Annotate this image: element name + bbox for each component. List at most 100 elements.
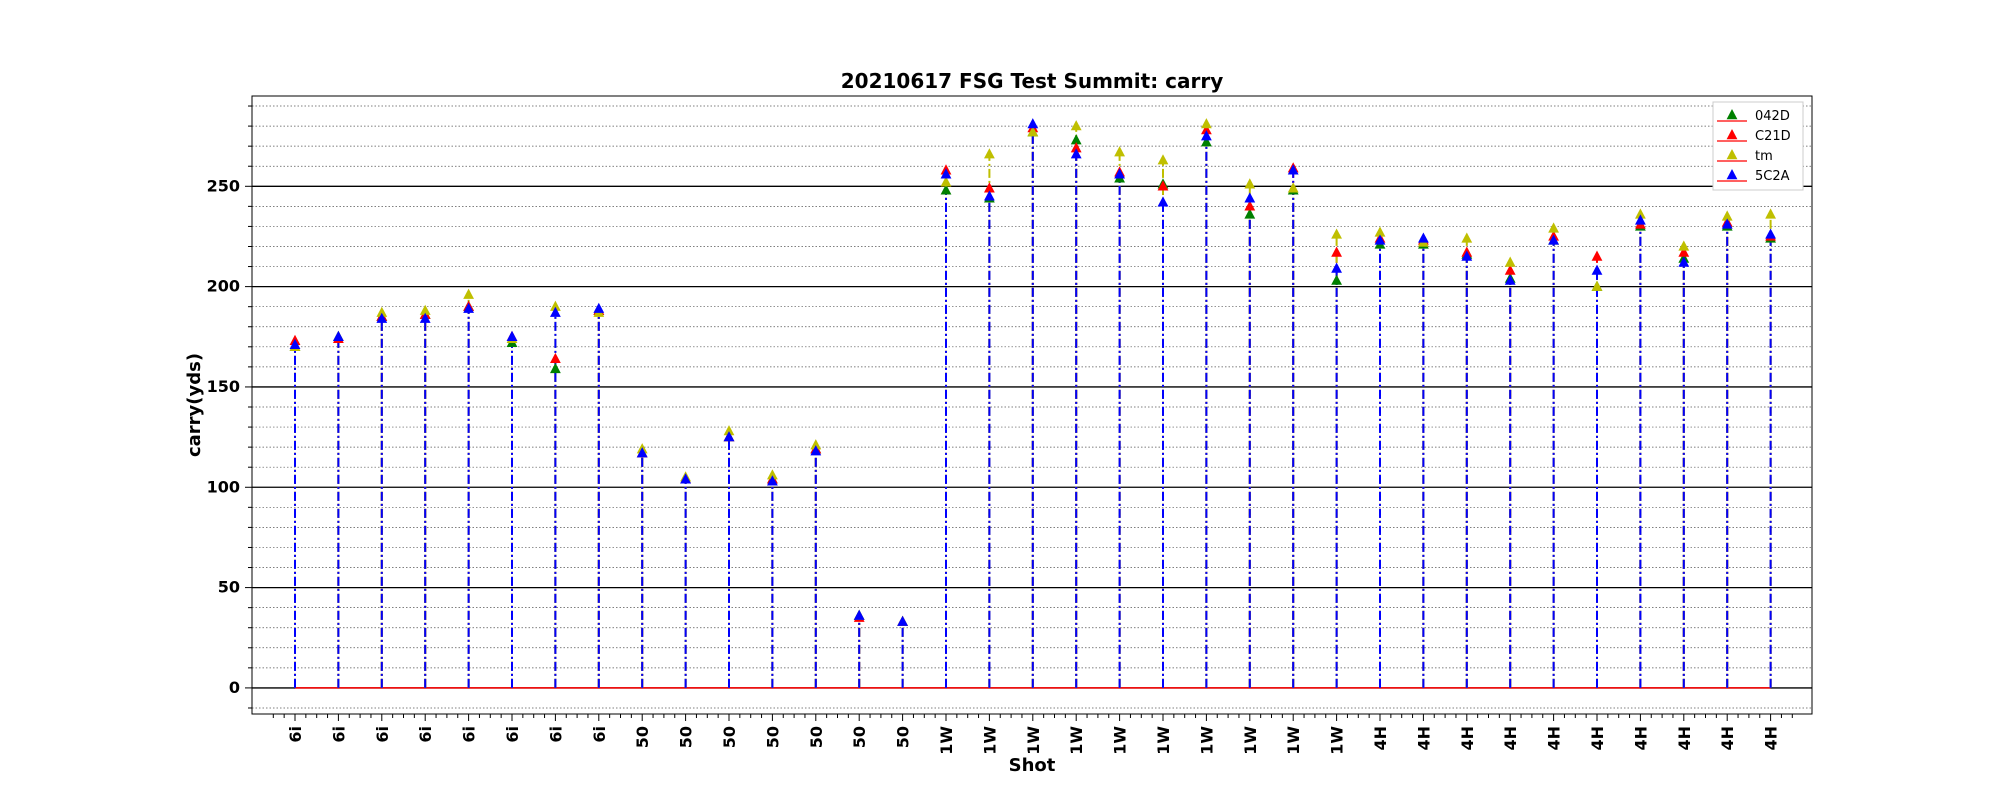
x-tick-label: 6i xyxy=(416,726,435,743)
marker-5C2A-11 xyxy=(767,475,778,486)
marker-5C2A-1 xyxy=(333,330,344,341)
legend-label-042D: 042D xyxy=(1755,109,1790,124)
marker-tm-31 xyxy=(1635,208,1646,219)
marker-tm-27 xyxy=(1461,232,1473,243)
x-tick-label: 1W xyxy=(1067,726,1086,755)
marker-5C2A-0 xyxy=(289,338,301,350)
marker-tm-29 xyxy=(1548,222,1559,233)
marker-5C2A-14 xyxy=(897,615,908,626)
x-tick-label: 4H xyxy=(1501,726,1520,751)
marker-C21D-32 xyxy=(1678,246,1690,257)
marker-tm-30 xyxy=(1591,280,1603,291)
x-tick-label: 4H xyxy=(1718,726,1737,751)
marker-5C2A-28 xyxy=(1504,274,1516,285)
x-tick-label: 4H xyxy=(1631,726,1650,751)
marker-tm-3 xyxy=(419,304,431,315)
marker-5C2A-9 xyxy=(680,473,691,484)
marker-5C2A-13 xyxy=(853,609,865,620)
marker-5C2A-24 xyxy=(1331,262,1342,273)
marker-tm-24 xyxy=(1331,228,1342,239)
marker-C21D-18 xyxy=(1070,142,1082,153)
legend-label-5C2A: 5C2A xyxy=(1755,169,1790,184)
marker-C21D-22 xyxy=(1244,200,1256,211)
marker-tm-11 xyxy=(767,469,778,480)
marker-5C2A-22 xyxy=(1244,192,1256,203)
x-tick-label: 6i xyxy=(286,726,305,743)
marker-tm-32 xyxy=(1678,240,1690,251)
y-tick-label: 250 xyxy=(207,176,240,195)
x-tick-label: 50 xyxy=(677,726,696,748)
chart-title: 20210617 FSG Test Summit: carry xyxy=(841,69,1224,93)
marker-5C2A-20 xyxy=(1157,196,1169,207)
x-tick-label: 1W xyxy=(1111,726,1130,755)
x-tick-label: 50 xyxy=(894,726,913,748)
x-tick-label: 50 xyxy=(720,726,739,748)
x-axis-label: Shot xyxy=(1009,755,1056,776)
plot-frame xyxy=(251,95,1813,715)
x-tick-label: 6i xyxy=(546,726,565,743)
stems-layer xyxy=(294,124,1772,688)
marker-5C2A-29 xyxy=(1548,234,1559,245)
marker-tm-19 xyxy=(1114,146,1125,157)
marker-tm-16 xyxy=(984,148,995,159)
marker-042D-24 xyxy=(1331,274,1342,285)
marker-5C2A-26 xyxy=(1418,232,1429,243)
x-tick-label: 6i xyxy=(373,726,392,743)
legend-label-C21D: C21D xyxy=(1755,129,1791,144)
marker-tm-23 xyxy=(1287,182,1299,193)
marker-tm-4 xyxy=(463,288,474,299)
y-tick-label: 0 xyxy=(229,678,240,697)
marker-5C2A-12 xyxy=(810,445,822,456)
marker-5C2A-25 xyxy=(1374,234,1386,245)
x-tick-label: 50 xyxy=(763,726,782,748)
x-tick-label: 1W xyxy=(1328,726,1347,755)
marker-C21D-28 xyxy=(1504,264,1516,275)
marker-tm-22 xyxy=(1244,178,1256,189)
x-tick-label: 4H xyxy=(1588,726,1607,751)
x-tick-label: 1W xyxy=(1241,726,1260,755)
x-tick-label: 1W xyxy=(980,726,999,755)
marker-tm-17 xyxy=(1027,126,1039,137)
y-ticks: 0 50 100 150 200 250 xyxy=(207,105,252,709)
marker-5C2A-8 xyxy=(636,447,648,458)
y-tick-label: 150 xyxy=(207,377,240,396)
marker-tm-20 xyxy=(1157,154,1169,165)
x-tick-label: 4H xyxy=(1414,726,1433,751)
x-tick-label: 4H xyxy=(1458,726,1477,751)
legend-marker-C21D xyxy=(1726,129,1738,140)
x-tick-label: 1W xyxy=(937,726,956,755)
marker-5C2A-34 xyxy=(1765,228,1776,239)
marker-042D-21 xyxy=(1201,136,1212,147)
legend-marker-042D xyxy=(1726,109,1738,120)
marker-5C2A-6 xyxy=(550,306,561,317)
marker-5C2A-3 xyxy=(419,312,431,323)
marker-tm-2 xyxy=(376,306,388,317)
marker-C21D-30 xyxy=(1591,250,1603,261)
x-tick-label: 4H xyxy=(1545,726,1564,751)
x-tick-label: 4H xyxy=(1675,726,1694,751)
marker-042D-22 xyxy=(1244,208,1256,219)
marker-C21D-24 xyxy=(1331,246,1342,257)
legend-marker-5C2A xyxy=(1726,169,1738,180)
marker-C21D-16 xyxy=(984,182,995,193)
x-tick-label: 1W xyxy=(1154,726,1173,755)
marker-tm-10 xyxy=(723,425,735,436)
marker-5C2A-17 xyxy=(1027,118,1039,129)
marker-C21D-20 xyxy=(1157,180,1169,191)
x-tick-label: 6i xyxy=(590,726,609,743)
marker-5C2A-31 xyxy=(1635,214,1646,225)
y-tick-label: 50 xyxy=(218,578,240,597)
marker-5C2A-19 xyxy=(1114,168,1125,179)
marker-5C2A-10 xyxy=(723,431,735,442)
legend-marker-tm xyxy=(1726,149,1738,160)
x-tick-label: 50 xyxy=(807,726,826,748)
marker-5C2A-33 xyxy=(1721,218,1733,229)
marker-tm-25 xyxy=(1374,226,1386,237)
x-tick-label: 1W xyxy=(1024,726,1043,755)
y-axis-label: carry(yds) xyxy=(184,353,205,457)
marker-5C2A-15 xyxy=(940,168,952,179)
marker-5C2A-30 xyxy=(1591,264,1603,275)
legend: 042D C21D tm 5C2A xyxy=(1712,101,1804,191)
x-tick-label: 1W xyxy=(1284,726,1303,755)
marker-tm-21 xyxy=(1201,118,1212,129)
